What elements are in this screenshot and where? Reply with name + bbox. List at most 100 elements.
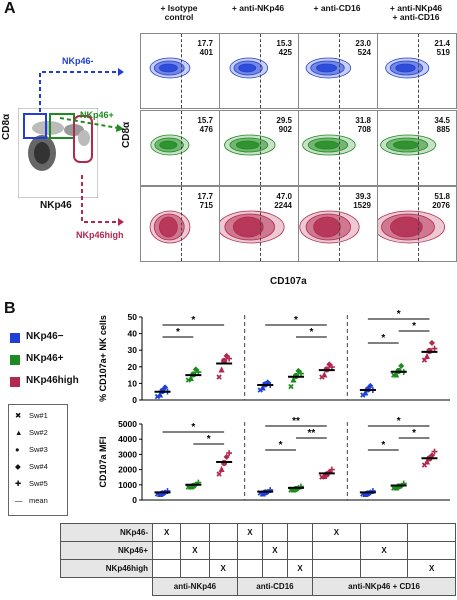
y-tick-label: 3000 xyxy=(118,449,137,459)
subject-label: Sw#4 xyxy=(29,462,48,471)
data-point: ✖ xyxy=(216,470,223,479)
gating-plot xyxy=(17,107,99,199)
data-point: ▲ xyxy=(260,488,267,497)
gate-divider xyxy=(260,34,261,108)
data-point: ✖ xyxy=(318,473,325,482)
mfi-value: 715 xyxy=(199,201,213,210)
condition-row: NKp46high X X X xyxy=(60,559,456,578)
condition-row-label: NKp46- xyxy=(60,523,153,542)
data-point: ▲ xyxy=(362,388,369,397)
data-point: ▲ xyxy=(393,482,400,491)
gate-divider xyxy=(181,34,182,108)
legend-label: NKp46− xyxy=(26,331,64,342)
percent-value: 15.7 xyxy=(197,116,213,125)
legend-swatch xyxy=(10,355,20,365)
y-tick-label: 2000 xyxy=(118,465,137,475)
data-point: ● xyxy=(293,371,300,380)
gate-label-neg: NKp46- xyxy=(62,56,94,66)
flow-plot-cell: 15.7 476 xyxy=(140,110,220,186)
data-point: ✚ xyxy=(370,487,377,496)
gate-divider xyxy=(260,187,261,261)
condition-cell xyxy=(236,541,263,560)
data-point: ▲ xyxy=(219,364,226,373)
y-tick-label: 20 xyxy=(128,362,138,372)
mfi-value: 519 xyxy=(436,48,450,57)
data-point: ● xyxy=(190,369,197,378)
subject-legend: ✖ Sw#1 ▲ Sw#2 ● Sw#3 ◆ Sw#4 ✚ Sw#5 — mean xyxy=(8,404,68,516)
gating-plot-svg xyxy=(17,107,99,199)
legend-label: NKp46+ xyxy=(26,353,64,364)
gate-label-pos: NKp46+ xyxy=(80,110,114,120)
data-point: ✖ xyxy=(318,373,325,382)
flow-x-label: CD107a xyxy=(270,276,307,287)
condition-cell xyxy=(180,559,210,578)
percent-value: 31.8 xyxy=(355,116,371,125)
data-point: ✚ xyxy=(328,466,335,475)
mfi-value: 524 xyxy=(357,48,371,57)
y-tick-label: 30 xyxy=(128,345,138,355)
condition-row: NKp46+ X X X xyxy=(60,541,456,560)
percent-value: 23.0 xyxy=(355,39,371,48)
data-point: ✖ xyxy=(288,383,295,392)
data-point: ✖ xyxy=(360,490,367,499)
data-point: ● xyxy=(395,366,402,375)
condition-cell xyxy=(236,559,263,578)
flow-contour xyxy=(302,134,356,156)
flow-plot-cell: 39.3 1529 xyxy=(298,186,378,262)
flow-col-header-line: + anti-CD16 xyxy=(313,3,361,13)
data-point: ▲ xyxy=(290,485,297,494)
mfi-value: 2244 xyxy=(274,201,292,210)
data-point: ✖ xyxy=(257,386,264,395)
condition-cell xyxy=(261,559,288,578)
data-point: ✚ xyxy=(298,369,305,378)
condition-cell xyxy=(407,523,456,542)
condition-footer-blank xyxy=(61,578,153,596)
flow-contour xyxy=(150,134,190,156)
gate-divider xyxy=(418,187,419,261)
data-point: ✚ xyxy=(431,345,438,354)
flow-plot-cell: 34.5 885 xyxy=(377,110,457,186)
significance-star: * xyxy=(397,416,401,427)
mfi-value: 1529 xyxy=(353,201,371,210)
data-point: ✖ xyxy=(154,490,161,499)
condition-footer-row: anti-NKp46 anti-CD16 anti-NKp46 + CD16 xyxy=(61,577,456,596)
data-point: ▲ xyxy=(424,351,431,360)
y-tick-label: 50 xyxy=(128,312,138,322)
gating-x-label: NKp46 xyxy=(40,200,72,211)
data-point: ✚ xyxy=(431,447,438,456)
condition-cell xyxy=(312,559,361,578)
flow-plot-cell: 29.5 902 xyxy=(219,110,299,186)
flow-plot-cell: 31.8 708 xyxy=(298,110,378,186)
data-point: ◆ xyxy=(265,378,272,387)
data-point: ✚ xyxy=(400,479,407,488)
y-tick-label: 5000 xyxy=(118,419,137,429)
subject-label: Sw#2 xyxy=(29,428,48,437)
significance-star: * xyxy=(309,327,313,338)
legend-swatch xyxy=(10,377,20,387)
data-point: ✖ xyxy=(154,393,161,402)
significance-star: * xyxy=(294,315,298,326)
gate-divider xyxy=(339,34,340,108)
condition-cell: X xyxy=(286,559,314,578)
flow-col-header-3: + anti-NKp46 + anti-CD16 xyxy=(377,4,455,22)
flow-col-header-0: + Isotype control xyxy=(140,4,218,22)
flow-plot-cell: 47.0 2244 xyxy=(219,186,299,262)
flow-contour xyxy=(224,134,276,156)
condition-cell: X xyxy=(180,541,210,560)
data-point: ◆ xyxy=(162,383,169,392)
data-point: ✖ xyxy=(421,356,428,365)
legend-label: NKp46high xyxy=(26,375,79,386)
data-point: ▲ xyxy=(188,373,195,382)
data-point: ▲ xyxy=(321,471,328,480)
y-tick-label: 0 xyxy=(132,495,137,505)
condition-cell xyxy=(286,541,314,560)
flow-y-label: CD8α xyxy=(121,121,132,148)
condition-row-label: NKp46high xyxy=(60,559,153,578)
data-point: ◆ xyxy=(429,450,436,459)
data-point: ▲ xyxy=(157,489,164,498)
y-axis-label: CD107a MFI xyxy=(98,436,108,487)
mfi-value: 708 xyxy=(357,125,371,134)
gate-nkp46-neg xyxy=(23,113,47,139)
